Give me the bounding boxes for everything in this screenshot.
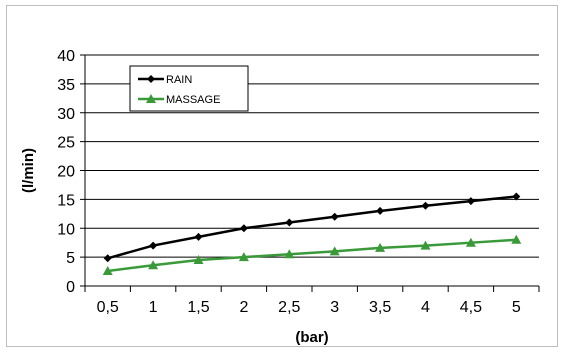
data-point	[285, 218, 294, 227]
legend-box	[129, 65, 249, 112]
x-tick-label: 1	[149, 299, 158, 316]
data-point	[147, 75, 155, 83]
data-point	[239, 224, 248, 233]
y-tick-label: 30	[57, 106, 75, 123]
data-point	[375, 242, 386, 252]
x-tick-label: 4	[421, 299, 430, 316]
x-tick-label: 4,5	[460, 299, 482, 316]
y-tick-label: 40	[57, 48, 75, 65]
data-point	[465, 237, 476, 247]
x-axis-label: (bar)	[295, 329, 328, 346]
y-tick-label: 20	[57, 164, 75, 181]
data-point	[330, 212, 339, 221]
y-tick-label: 10	[57, 221, 75, 238]
y-tick-label: 5	[66, 250, 75, 267]
legend-entry-massage: MASSAGE	[166, 94, 220, 106]
x-tick-label: 5	[512, 299, 521, 316]
data-point	[103, 254, 112, 263]
series-group	[102, 192, 522, 275]
x-tick-label: 3	[330, 299, 339, 316]
x-tick-label: 2,5	[278, 299, 300, 316]
data-point	[512, 192, 521, 201]
y-tick-label: 25	[57, 135, 75, 152]
chart-frame	[6, 5, 558, 347]
series-line-rain	[107, 195, 517, 260]
data-point	[421, 201, 430, 210]
x-tick-label: 3,5	[369, 299, 391, 316]
x-tick-labels: 0,5 1 1,5 2 2,5 3 3,5 4 4,5 5	[97, 299, 521, 316]
data-point	[193, 255, 204, 265]
y-axis-label: (l/min)	[20, 148, 37, 193]
data-point	[102, 265, 113, 275]
axes	[80, 54, 540, 292]
y-tick-labels: 0 5 10 15 20 25 30 35 40	[57, 48, 75, 296]
legend-entry-rain: RAIN	[166, 74, 192, 86]
x-tick-label: 0,5	[97, 299, 119, 316]
data-point	[466, 197, 475, 206]
data-point	[284, 249, 295, 259]
gridlines	[85, 54, 539, 258]
y-tick-label: 0	[66, 279, 75, 296]
y-tick-label: 35	[57, 77, 75, 94]
data-point	[420, 240, 431, 250]
data-point	[376, 206, 385, 215]
y-tick-label: 15	[57, 192, 75, 209]
series-line-massage	[107, 238, 517, 273]
x-tick-label: 1,5	[187, 299, 209, 316]
data-point	[149, 241, 158, 250]
data-point	[238, 252, 249, 262]
x-tick-label: 2	[239, 299, 248, 316]
data-point	[148, 260, 159, 270]
legend: RAIN MASSAGE	[129, 65, 249, 112]
data-point	[511, 234, 522, 244]
data-point	[194, 232, 203, 241]
data-point	[329, 246, 340, 256]
data-point	[146, 94, 156, 103]
